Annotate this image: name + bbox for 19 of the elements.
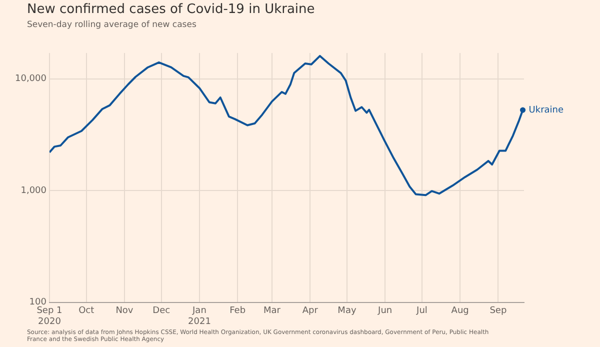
- y-tick-label: 1,000: [20, 186, 47, 196]
- x-tick-label: Jan 2021: [188, 306, 211, 327]
- x-tick-label: Jun: [377, 306, 392, 316]
- x-tick-label: Mar: [264, 306, 281, 316]
- series-label: Ukraine: [528, 105, 564, 116]
- x-tick-label: Jul: [416, 306, 428, 316]
- x-tick-label: Sep 1 2020: [36, 306, 62, 327]
- chart-subtitle: Seven-day rolling average of new cases: [27, 20, 196, 30]
- x-tick-label: Apr: [302, 306, 318, 316]
- chart-title: New confirmed cases of Covid-19 in Ukraine: [27, 2, 315, 17]
- x-tick-label: Sep: [490, 306, 507, 316]
- y-tick-label: 100: [29, 298, 47, 308]
- x-tick-label: May: [338, 306, 357, 316]
- x-tick-label: Aug: [451, 306, 469, 316]
- y-tick-label: 10,000: [14, 74, 47, 84]
- x-tick-label: Feb: [230, 306, 246, 316]
- x-tick-label: Nov: [116, 306, 134, 316]
- x-tick-label: Dec: [152, 306, 170, 316]
- x-tick-label: Oct: [78, 306, 95, 316]
